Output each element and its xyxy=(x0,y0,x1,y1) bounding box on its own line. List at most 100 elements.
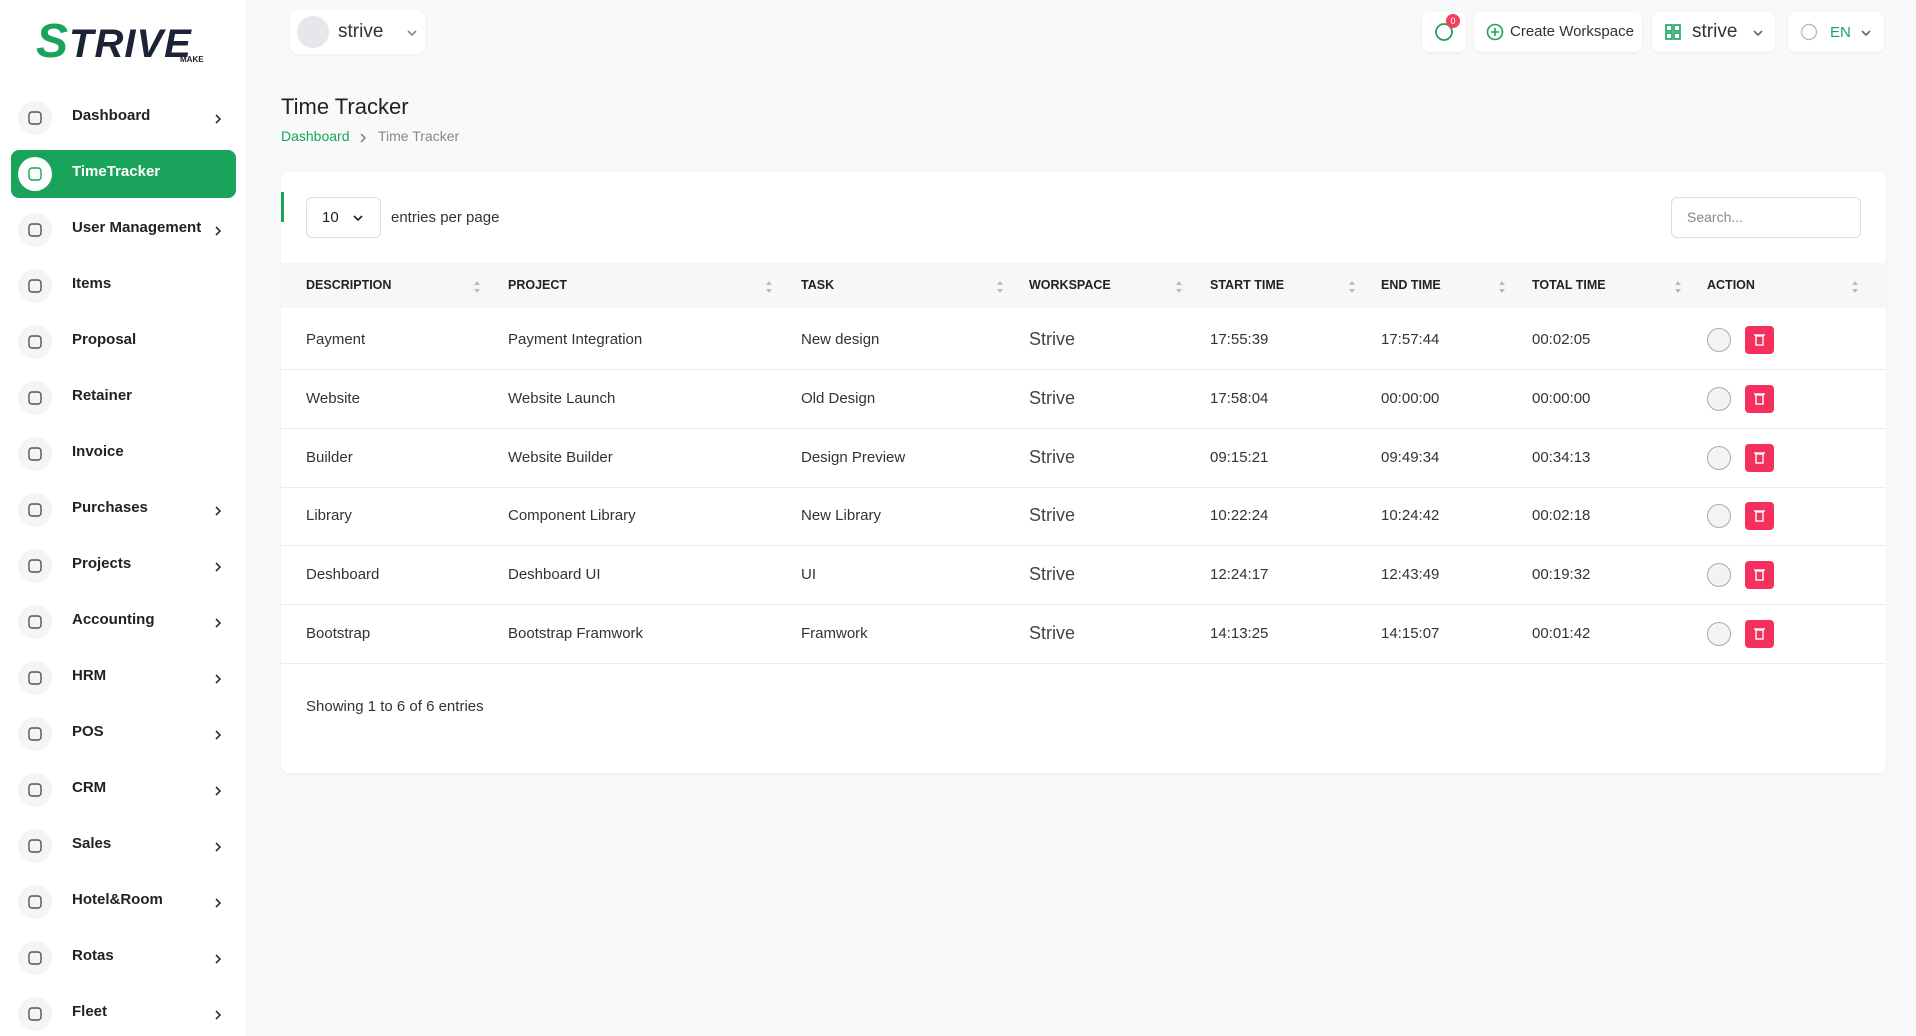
menu-item[interactable]: Fleet xyxy=(72,1003,108,1020)
table-cell: Deshboard xyxy=(306,566,380,584)
table-cell: Website Launch xyxy=(508,389,616,407)
row-divider xyxy=(281,604,1886,606)
language-caret xyxy=(1860,26,1872,44)
menu-item[interactable]: POS xyxy=(72,723,104,740)
search-input[interactable] xyxy=(1671,197,1861,238)
menu-item[interactable]: Hotel&Room xyxy=(72,891,163,908)
sort-icon[interactable] xyxy=(764,279,774,300)
table-cell: 00:34:13 xyxy=(1532,448,1591,466)
menu-icon xyxy=(18,157,52,191)
menu-item[interactable]: Proposal xyxy=(72,331,137,348)
workspace-name: strive xyxy=(1692,21,1738,42)
menu-chevron xyxy=(212,672,224,690)
column-header[interactable]: ACTION xyxy=(1707,278,1755,292)
column-header[interactable]: END TIME xyxy=(1381,278,1441,292)
table-cell: Strive xyxy=(1029,446,1076,467)
notify-badge: 0 xyxy=(1446,14,1460,28)
user-name: strive xyxy=(338,21,384,42)
view-button[interactable] xyxy=(1707,386,1731,411)
menu-chevron xyxy=(212,616,224,634)
menu-item[interactable]: User Management xyxy=(72,219,202,236)
delete-button[interactable] xyxy=(1745,384,1774,413)
menu-chevron xyxy=(212,112,224,130)
delete-button[interactable] xyxy=(1745,502,1774,531)
table-cell: 00:01:42 xyxy=(1532,625,1591,642)
table-cell: 17:57:44 xyxy=(1381,331,1440,348)
table-cell: 00:19:32 xyxy=(1532,566,1591,584)
table-cell: Deshboard UI xyxy=(508,566,601,584)
menu-icon xyxy=(18,437,52,471)
menu-chevron xyxy=(212,784,224,802)
view-button[interactable] xyxy=(1707,445,1731,470)
menu-icon xyxy=(18,381,52,415)
column-header[interactable]: WORKSPACE xyxy=(1029,278,1111,292)
menu-item[interactable]: CRM xyxy=(72,779,107,796)
menu-item[interactable]: Sales xyxy=(72,835,112,852)
breadcrumb-link[interactable]: Dashboard xyxy=(281,128,350,144)
menu-item[interactable]: Accounting xyxy=(72,611,155,628)
menu-item[interactable]: Dashboard xyxy=(72,107,151,124)
menu-chevron xyxy=(212,896,224,914)
table-cell: 10:24:42 xyxy=(1381,507,1440,525)
table-cell: Strive xyxy=(1029,505,1076,526)
sort-icon[interactable] xyxy=(1174,279,1184,300)
column-header[interactable]: DESCRIPTION xyxy=(306,278,392,292)
table-cell: 17:55:39 xyxy=(1210,331,1269,348)
table-cell: New design xyxy=(801,331,880,348)
menu-item[interactable]: HRM xyxy=(72,667,107,684)
delete-button[interactable] xyxy=(1745,620,1774,648)
page-title: Time Tracker xyxy=(281,94,409,119)
table-cell: Strive xyxy=(1029,564,1076,585)
menu-chevron xyxy=(212,224,224,242)
menu-icon xyxy=(18,773,52,807)
menu-item[interactable]: Items xyxy=(72,275,112,292)
view-button[interactable] xyxy=(1707,504,1731,529)
menu-item[interactable]: TimeTracker xyxy=(72,163,161,180)
table-cell: Design Preview xyxy=(801,448,906,466)
sort-icon[interactable] xyxy=(1850,279,1860,300)
sort-icon[interactable] xyxy=(1497,279,1507,300)
table-cell: Component Library xyxy=(508,507,636,525)
delete-button[interactable] xyxy=(1745,326,1774,354)
sort-icon[interactable] xyxy=(995,279,1005,300)
menu-chevron xyxy=(212,560,224,578)
column-header[interactable]: TOTAL TIME xyxy=(1532,278,1606,292)
table-cell: 00:00:00 xyxy=(1532,389,1591,407)
table-cell: Library xyxy=(306,507,352,525)
table-cell: Payment Integration xyxy=(508,331,643,348)
view-button[interactable] xyxy=(1707,563,1731,588)
menu-item[interactable]: Rotas xyxy=(72,947,114,964)
page-size-select[interactable] xyxy=(306,197,381,238)
table-cell: Bootstrap xyxy=(306,625,371,642)
sort-icon[interactable] xyxy=(1347,279,1357,300)
column-header[interactable]: START TIME xyxy=(1210,278,1285,292)
breadcrumb-current: Time Tracker xyxy=(378,128,460,144)
menu-icon xyxy=(18,941,52,975)
sort-icon[interactable] xyxy=(472,279,482,300)
menu-item[interactable]: Projects xyxy=(72,555,132,572)
page-size-caret xyxy=(352,211,364,229)
menu-chevron xyxy=(212,504,224,522)
menu-item[interactable]: Invoice xyxy=(72,443,124,460)
search-placeholder: Search... xyxy=(1687,209,1744,225)
menu-item[interactable]: Purchases xyxy=(72,499,148,516)
table-cell: 14:15:07 xyxy=(1381,625,1440,642)
view-button[interactable] xyxy=(1707,622,1731,646)
menu-icon xyxy=(18,213,52,247)
delete-button[interactable] xyxy=(1745,561,1774,590)
menu-item[interactable]: Retainer xyxy=(72,387,133,404)
workspace-icon xyxy=(1664,23,1682,46)
logo[interactable]: STRIVE xyxy=(36,15,192,68)
sort-icon[interactable] xyxy=(1673,279,1683,300)
table-cell: Old Design xyxy=(801,389,876,407)
column-header[interactable]: TASK xyxy=(801,278,835,292)
delete-button[interactable] xyxy=(1745,443,1774,472)
table-cell: Bootstrap Framwork xyxy=(508,625,644,642)
row-divider xyxy=(281,545,1886,547)
menu-icon xyxy=(18,605,52,639)
view-button[interactable] xyxy=(1707,328,1731,352)
table-cell: Website Builder xyxy=(508,448,613,466)
menu-chevron xyxy=(212,1008,224,1026)
column-header[interactable]: PROJECT xyxy=(508,278,568,292)
